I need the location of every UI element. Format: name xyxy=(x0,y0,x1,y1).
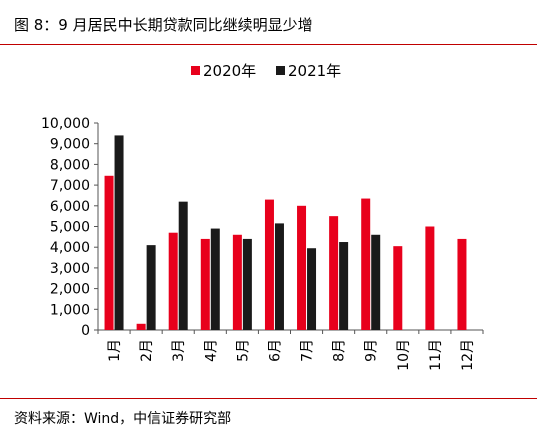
legend-swatch-2020 xyxy=(191,66,200,75)
bar-2020 xyxy=(168,232,178,330)
x-tick-label: 3月 xyxy=(171,339,187,362)
x-tick-label: 9月 xyxy=(364,339,380,362)
bar-2021 xyxy=(178,201,188,330)
y-tick-label: 6,000 xyxy=(50,199,90,215)
y-tick-label: 3,000 xyxy=(50,261,90,277)
y-tick-label: 9,000 xyxy=(50,137,90,153)
x-tick-label: 7月 xyxy=(300,339,316,362)
y-tick-label: 1,000 xyxy=(50,302,90,318)
legend-swatch-2021 xyxy=(276,66,285,75)
source-divider xyxy=(0,398,537,399)
bar-2020 xyxy=(136,323,146,330)
legend-label-2021: 2021年 xyxy=(288,62,341,80)
x-tick-label: 2月 xyxy=(139,339,155,362)
legend-label-2020: 2020年 xyxy=(203,62,256,80)
x-tick-label: 12月 xyxy=(460,339,476,371)
bar-2021 xyxy=(274,223,284,330)
bar-2020 xyxy=(425,226,435,330)
bar-2021 xyxy=(371,234,381,330)
bar-2020 xyxy=(264,199,274,330)
x-tick-label: 5月 xyxy=(235,339,251,362)
bar-2020 xyxy=(361,198,371,330)
x-tick-label: 8月 xyxy=(332,339,348,362)
x-tick-label: 6月 xyxy=(267,339,283,362)
bar-2020 xyxy=(297,205,307,330)
y-tick-label: 4,000 xyxy=(50,240,90,256)
figure-header: 图 8：9 月居民中长期贷款同比继续明显少增 xyxy=(0,0,537,45)
bar-chart: 0 1,000 2,000 3,000 4,000 5,000 6,000 7,000 8,00… xyxy=(41,62,484,371)
bar-2021 xyxy=(210,228,220,330)
bar-2021 xyxy=(242,238,252,330)
bar-2020 xyxy=(457,238,467,330)
y-tick-label: 2,000 xyxy=(50,282,90,298)
bar-2020 xyxy=(104,175,114,330)
x-tick-label: 11月 xyxy=(428,339,444,371)
bar-2021 xyxy=(339,242,349,330)
bar-2021 xyxy=(114,135,124,330)
x-tick-label: 4月 xyxy=(203,339,219,362)
y-tick-label: 8,000 xyxy=(50,157,90,173)
y-tick-label: 0 xyxy=(81,323,90,339)
y-tick-label: 10,000 xyxy=(41,116,90,132)
bar-2021 xyxy=(307,248,317,330)
bar-2020 xyxy=(232,234,242,330)
bar-2021 xyxy=(146,245,156,330)
figure-title: 图 8：9 月居民中长期贷款同比继续明显少增 xyxy=(14,16,313,34)
y-tick-label: 7,000 xyxy=(50,178,90,194)
bar-2020 xyxy=(393,246,403,330)
y-tick-label: 5,000 xyxy=(50,220,90,236)
bar-2020 xyxy=(200,238,210,330)
x-tick-label: 1月 xyxy=(107,339,123,362)
source-note: 资料来源：Wind，中信证券研究部 xyxy=(14,411,232,427)
bar-2020 xyxy=(329,216,339,330)
x-tick-label: 10月 xyxy=(396,339,412,371)
title-divider xyxy=(0,44,537,45)
